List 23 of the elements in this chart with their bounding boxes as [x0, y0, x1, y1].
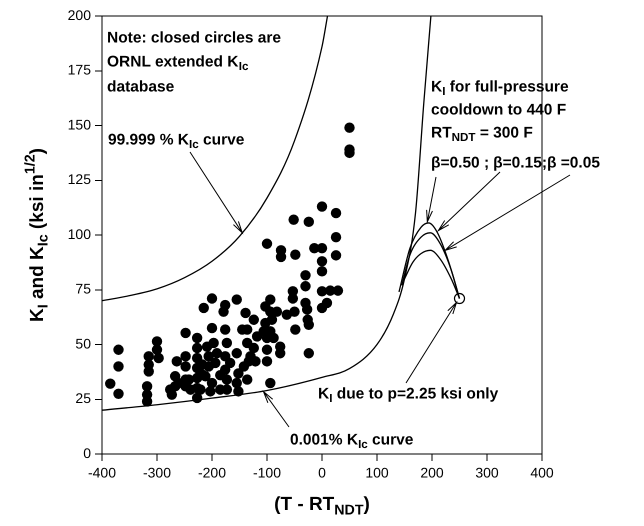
y-tick-label: 175 — [68, 62, 92, 78]
annotation: database — [107, 78, 175, 96]
x-tick-label: 0 — [318, 464, 326, 480]
annotation: β=0.50 ; — [431, 154, 490, 172]
y-tick-label: 125 — [68, 171, 92, 188]
x-tick-label: -100 — [252, 464, 282, 480]
x-tick-label: 300 — [475, 464, 499, 480]
x-tick-label: 400 — [530, 464, 554, 480]
y-tick-label: 200 — [68, 6, 92, 23]
annotation: β =0.05 — [546, 154, 600, 172]
x-tick-label: 200 — [420, 464, 444, 480]
y-tick-label: 75 — [75, 280, 92, 297]
y-tick-label: 150 — [68, 116, 92, 132]
x-tick-label: -300 — [142, 464, 172, 480]
y-tick-label: 25 — [75, 390, 92, 406]
y-tick-label: 0 — [83, 444, 92, 461]
x-tick-label: 100 — [365, 464, 389, 480]
y-tick-label: 50 — [75, 335, 92, 352]
y-tick-label: 100 — [68, 226, 92, 242]
annotation: Note: closed circles are — [107, 29, 282, 46]
x-tick-label: -200 — [198, 464, 226, 480]
y-axis-title: KI and KIc (ksi in1/2) — [22, 148, 52, 322]
x-tick-label: -400 — [88, 464, 116, 480]
